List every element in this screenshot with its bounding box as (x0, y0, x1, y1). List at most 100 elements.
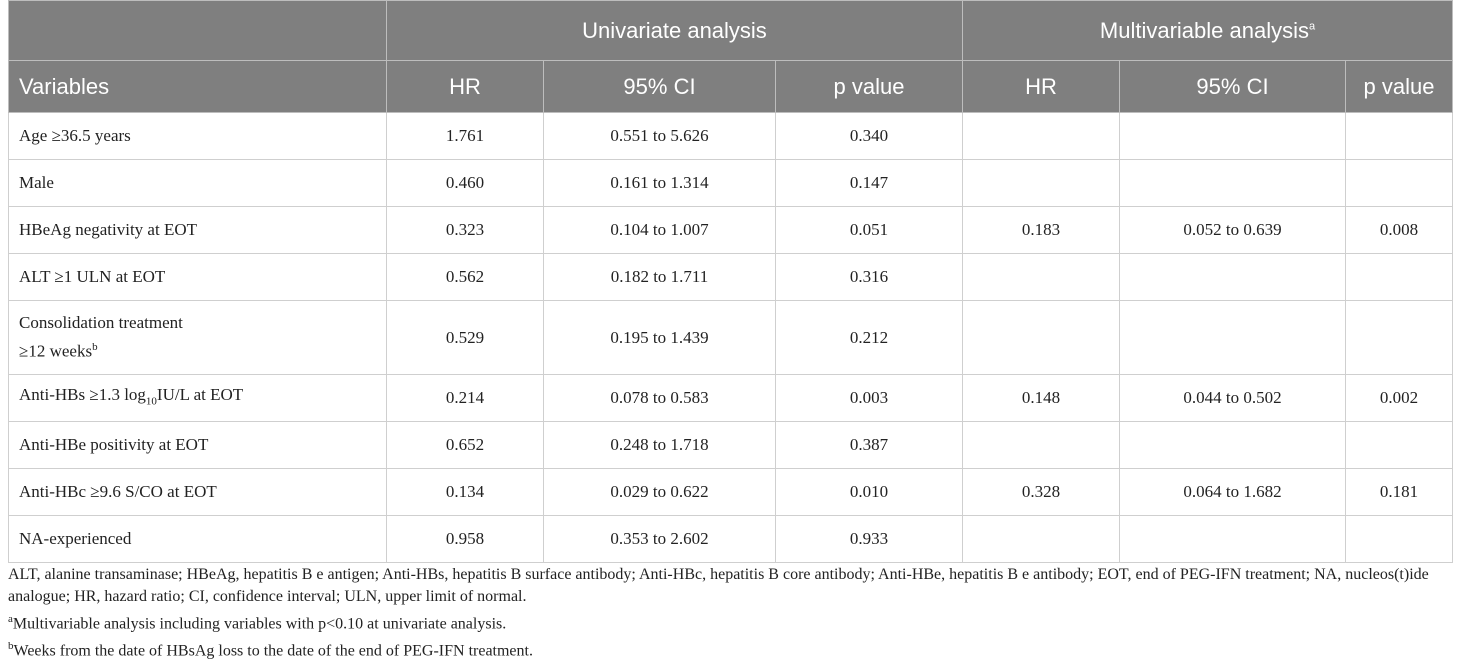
value-cell: 0.551 to 5.626 (543, 112, 776, 160)
value-cell: 0.008 (1344, 206, 1454, 254)
group-header: Univariate analysis (386, 0, 963, 61)
variable-line: Consolidation treatment (19, 313, 183, 333)
value-cell: 0.148 (962, 374, 1120, 422)
value-cell: 0.010 (775, 468, 963, 516)
value-cell: 0.134 (386, 468, 544, 516)
empty-cell (1344, 159, 1454, 207)
value-cell: 0.182 to 1.711 (543, 253, 776, 301)
column-header: p value (1344, 60, 1454, 113)
empty-cell (962, 421, 1120, 469)
footnote: aMultivariable analysis including variab… (8, 608, 1452, 635)
variable-cell: Anti-HBs ≥1.3 log10IU/L at EOT (8, 374, 387, 422)
footnote: bWeeks from the date of HBsAg loss to th… (8, 635, 1452, 662)
value-cell: 0.387 (775, 421, 963, 469)
value-cell: 0.195 to 1.439 (543, 300, 776, 375)
value-cell: 0.562 (386, 253, 544, 301)
value-cell: 0.652 (386, 421, 544, 469)
variable-cell: ALT ≥1 ULN at EOT (8, 253, 387, 301)
superscript: a (1308, 20, 1316, 33)
variable-cell: Male (8, 159, 387, 207)
value-cell: 0.248 to 1.718 (543, 421, 776, 469)
value-cell: 0.161 to 1.314 (543, 159, 776, 207)
column-header: HR (386, 60, 544, 113)
data-row: Consolidation treatment ≥12 weeksb 0.529 0.… (8, 300, 1454, 375)
value-cell: 0.181 (1344, 468, 1454, 516)
results-table: Univariate analysis Multivariable analysi… (8, 0, 1454, 563)
empty-cell (1344, 253, 1454, 301)
value-cell: 0.323 (386, 206, 544, 254)
abbreviations: ALT, alanine transaminase; HBeAg, hepati… (8, 566, 1429, 605)
variable-text: Anti-HBs ≥1.3 log (19, 384, 146, 404)
empty-cell (962, 253, 1120, 301)
empty-cell (1119, 112, 1346, 160)
variable-line: ≥12 weeks (19, 341, 93, 361)
value-cell: 0.064 to 1.682 (1119, 468, 1346, 516)
value-cell: 0.316 (775, 253, 963, 301)
column-header: HR (962, 60, 1120, 113)
empty-cell (1119, 421, 1346, 469)
value-cell: 0.214 (386, 374, 544, 422)
data-row: Anti-HBe positivity at EOT 0.652 0.248 to … (8, 421, 1454, 469)
value-cell: 0.029 to 0.622 (543, 468, 776, 516)
column-header: 95% CI (1119, 60, 1346, 113)
empty-cell (962, 112, 1120, 160)
value-cell: 0.078 to 0.583 (543, 374, 776, 422)
data-row: Age ≥36.5 years 1.761 0.551 to 5.626 0.340 (8, 112, 1454, 160)
group-row: Univariate analysis Multivariable analysi… (8, 0, 1454, 61)
variable-text: IU/L at EOT (156, 384, 244, 404)
column-header: p value (775, 60, 963, 113)
value-cell: 0.003 (775, 374, 963, 422)
value-cell: 0.002 (1344, 374, 1454, 422)
empty-cell (1344, 300, 1454, 375)
group-header: Multivariable analysisa (961, 0, 1454, 61)
value-cell: 0.051 (775, 206, 963, 254)
superscript: b (92, 341, 98, 354)
empty-cell (962, 159, 1120, 207)
value-cell: 0.147 (775, 159, 963, 207)
subscript: 10 (145, 395, 157, 408)
value-cell: 0.958 (386, 515, 544, 563)
footnote-text: Multivariable analysis including variabl… (12, 615, 507, 633)
footnote-marker: b (8, 640, 14, 653)
value-cell: 0.933 (775, 515, 963, 563)
variable-cell: Anti-HBc ≥9.6 S/CO at EOT (8, 468, 387, 516)
value-cell: 1.761 (386, 112, 544, 160)
value-cell: 0.460 (386, 159, 544, 207)
footnotes: ALT, alanine transaminase; HBeAg, hepati… (8, 564, 1452, 663)
variable-cell: NA-experienced (8, 515, 387, 563)
value-cell: 0.529 (386, 300, 544, 375)
empty-cell (962, 515, 1120, 563)
data-row: ALT ≥1 ULN at EOT 0.562 0.182 to 1.711 0.31… (8, 253, 1454, 301)
empty-cell (1119, 515, 1346, 563)
value-cell: 0.104 to 1.007 (543, 206, 776, 254)
empty-cell (1344, 112, 1454, 160)
empty-cell (1344, 515, 1454, 563)
data-row: NA-experienced 0.958 0.353 to 2.602 0.933 (8, 515, 1454, 563)
value-cell: 0.340 (775, 112, 963, 160)
footnote-text: Weeks from the date of HBsAg loss to the… (13, 642, 533, 660)
variable-cell: Consolidation treatment ≥12 weeksb (8, 300, 387, 375)
data-row: Anti-HBs ≥1.3 log10IU/L at EOT 0.214 0.078… (8, 374, 1454, 422)
value-cell: 0.328 (962, 468, 1120, 516)
data-row: HBeAg negativity at EOT 0.323 0.104 to 1.0… (8, 206, 1454, 254)
empty-cell (962, 300, 1120, 375)
value-cell: 0.044 to 0.502 (1119, 374, 1346, 422)
value-cell: 0.183 (962, 206, 1120, 254)
empty-cell (1344, 421, 1454, 469)
empty-cell (1119, 159, 1346, 207)
variable-cell: Age ≥36.5 years (8, 112, 387, 160)
group-text: Multivariable analysis (1099, 17, 1309, 43)
value-cell: 0.212 (775, 300, 963, 375)
data-row: Anti-HBc ≥9.6 S/CO at EOT 0.134 0.029 to 0… (8, 468, 1454, 516)
value-cell: 0.353 to 2.602 (543, 515, 776, 563)
empty-header (8, 0, 387, 61)
empty-cell (1119, 300, 1346, 375)
column-header: 95% CI (543, 60, 776, 113)
value-cell: 0.052 to 0.639 (1119, 206, 1346, 254)
data-row: Male 0.460 0.161 to 1.314 0.147 (8, 159, 1454, 207)
column-row: Variables HR 95% CI p value HR 95% CI p value (8, 60, 1454, 113)
variable-cell: Anti-HBe positivity at EOT (8, 421, 387, 469)
variable-cell: HBeAg negativity at EOT (8, 206, 387, 254)
empty-cell (1119, 253, 1346, 301)
